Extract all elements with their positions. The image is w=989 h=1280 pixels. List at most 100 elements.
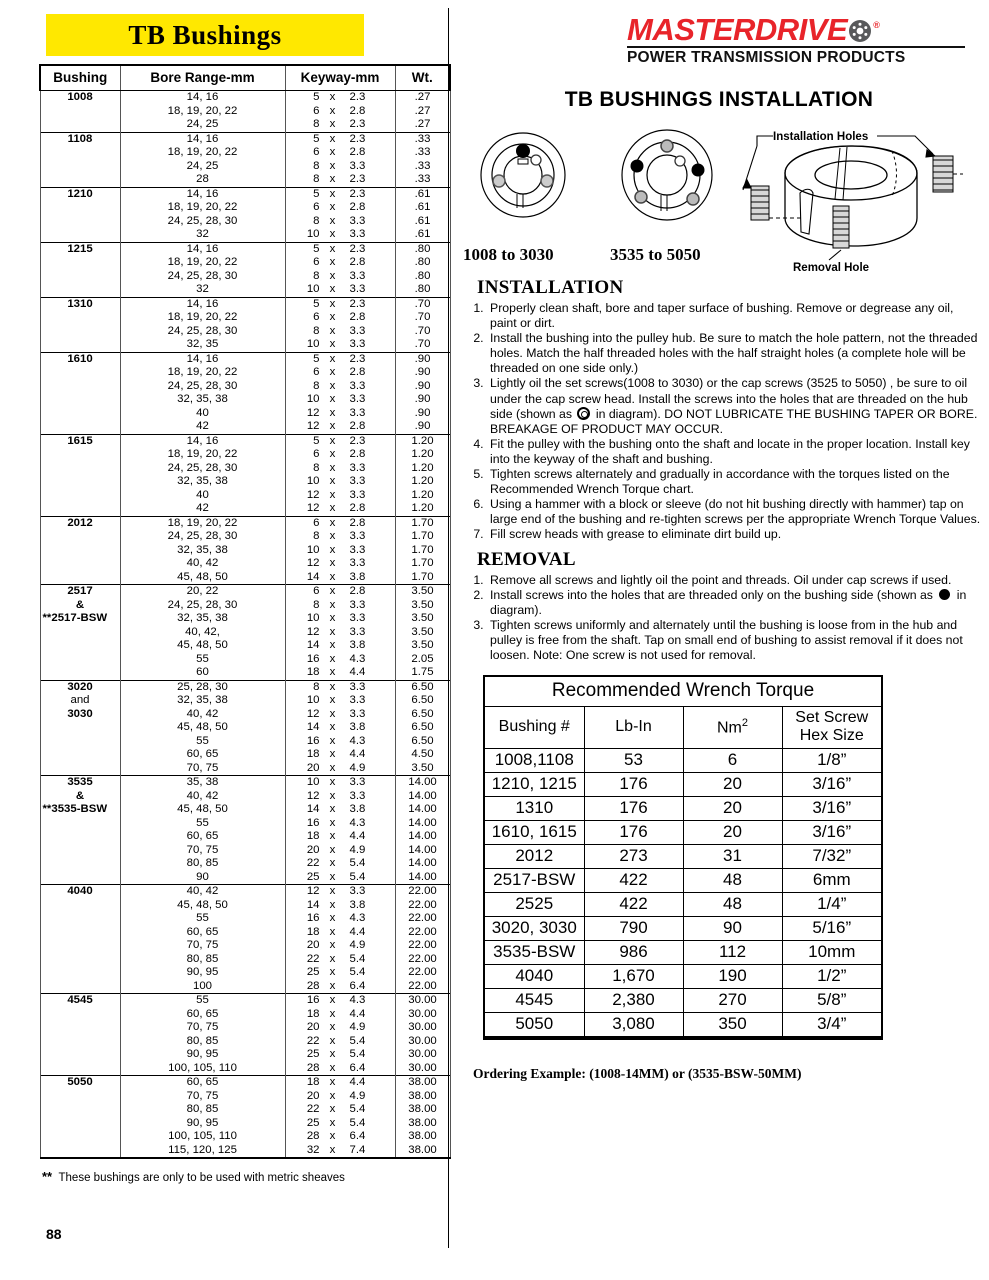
cell-weight: 14.00 [394,870,451,885]
torque-row: 2517-BSW 422 48 6mm [485,868,881,894]
hub-large-removal-hole-left [630,159,644,173]
torque-table-body: 1008,1108 53 6 1/8” 1210, 1215 176 20 3/16” 1310… [485,748,881,1039]
table-row: 70, 75 20 x 4.9 22.00 [39,939,451,953]
cell-keyway: 20 x 4.9 [284,761,396,776]
cell-bore-range: 40 [119,406,286,420]
cell-bore-range: 35, 38 [119,775,286,790]
cell-bushing: 1215 [39,241,121,256]
cell-weight: 30.00 [394,1021,451,1035]
cell-bore-range: 40, 42 [119,884,286,899]
cell-keyway: 6 x 2.8 [284,448,396,462]
table-header-row: Bushing Bore Range-mm Keyway-mm Wt. [39,64,451,91]
cell-bore-range: 55 [119,652,286,666]
cell-bushing [39,214,121,228]
cell-keyway: 5 x 2.3 [284,241,396,256]
cell-bushing [39,201,121,215]
diagram-callouts [742,135,963,261]
cell-keyway: 8 x 3.3 [284,679,396,694]
torque-cell-lbin: 422 [583,892,684,918]
cell-weight: 30.00 [394,1048,451,1062]
cell-bushing [39,104,121,118]
cell-bushing [39,1061,121,1076]
cell-keyway: 22 x 5.4 [284,1103,396,1117]
table-row: 80, 85 22 x 5.4 14.00 [39,857,451,871]
brand-logo: MASTERDRIVE ® POWER TRANSMISSION PRODUCTS [627,8,977,70]
torque-cell-hex: 3/4” [781,1012,881,1039]
cell-keyway: 25 x 5.4 [284,1116,396,1130]
cell-bushing [39,666,121,680]
cell-keyway: 6 x 2.8 [284,366,396,380]
cell-weight: 1.20 [394,475,451,489]
torque-row: 4545 2,380 270 5/8” [485,988,881,1014]
diagram-bushing-3d [784,145,918,247]
table-row: 18, 19, 20, 22 6 x 2.8.61 [39,201,451,215]
table-row: 1108 14, 16 5 x 2.3.33 [39,131,451,146]
table-row: 40 12 x 3.3.90 [39,406,451,420]
cell-bore-range: 80, 85 [119,1034,286,1048]
cell-bore-range: 18, 19, 20, 22 [119,366,286,380]
installation-title: TB BUSHINGS INSTALLATION [564,88,874,111]
cell-keyway: 18 x 4.4 [284,748,396,762]
instruction-step: Tighten screws alternately and gradually… [487,467,983,497]
table-row: 40, 42 12 x 3.3 1.70 [39,557,451,571]
cell-bushing [39,816,121,830]
table-row: 1215 14, 16 5 x 2.3.80 [39,241,451,256]
cell-keyway: 6 x 2.8 [284,104,396,118]
cell-keyway: 8 x 3.3 [284,461,396,475]
cell-bore-range: 70, 75 [119,939,286,953]
cell-weight: 3.50 [394,598,451,612]
cell-bore-range: 32, 35 [119,338,286,352]
torque-table-wrapper: Recommended Wrench Torque Bushing # Lb-I… [483,675,883,1041]
cell-weight: 38.00 [394,1130,451,1144]
cell-bushing: & [39,789,121,803]
cell-bushing [39,146,121,160]
installation-steps: Properly clean shaft, bore and taper sur… [471,301,983,543]
table-row: 32, 35, 38 10 x 3.3.90 [39,393,451,407]
cell-bore-range: 24, 25 [119,118,286,132]
cell-weight: 14.00 [394,775,451,790]
removal-heading: REMOVAL [477,548,576,570]
table-row: 60, 65 18 x 4.4 22.00 [39,925,451,939]
cell-bore-range: 24, 25 [119,159,286,173]
table-row: 3535 35, 38 10 x 3.3 14.00 [39,775,451,790]
cell-weight: 22.00 [394,898,451,912]
hub-large-open-hole [674,155,686,167]
torque-row: 2525 422 48 1/4” [485,892,881,918]
cell-bore-range: 70, 75 [119,843,286,857]
cell-keyway: 12 x 3.3 [284,884,396,899]
hub-large-hole-lower-left [634,190,648,204]
table-row: 60, 65 18 x 4.4 30.00 [39,1007,451,1021]
torque-table-head: Recommended Wrench Torque Bushing # Lb-I… [485,677,881,750]
cell-bore-range: 24, 25, 28, 30 [119,214,286,228]
cell-weight: 22.00 [394,925,451,939]
cell-bore-range: 32, 35, 38 [119,475,286,489]
cell-bore-range: 14, 16 [119,241,286,256]
torque-cell-bushing: 1310 [485,796,585,822]
torque-row: 3535-BSW 986 112 10mm [485,940,881,966]
cell-bore-range: 80, 85 [119,857,286,871]
cell-weight: .90 [394,393,451,407]
torque-col-lbin: Lb-In [583,706,684,750]
cell-weight: 30.00 [394,1061,451,1076]
cell-weight: 30.00 [394,1034,451,1048]
table-row: 55 16 x 4.3 14.00 [39,816,451,830]
table-row: 18, 19, 20, 22 6 x 2.8.33 [39,146,451,160]
table-row: 60, 65 18 x 4.4 14.00 [39,830,451,844]
cell-weight: .80 [394,283,451,297]
cell-keyway: 5 x 2.3 [284,296,396,311]
torque-cell-bushing: 3020, 3030 [485,916,585,942]
instruction-step: Properly clean shaft, bore and taper sur… [487,301,983,331]
torque-row: 4040 1,670 190 1/2” [485,964,881,990]
cell-bore-range: 55 [119,734,286,748]
table-row: 4545 55 16 x 4.3 30.00 [39,993,451,1008]
cell-weight: 1.75 [394,666,451,680]
cell-weight: .70 [394,324,451,338]
hub-small-install-hole-right [540,174,554,188]
cell-weight: 38.00 [394,1103,451,1117]
caption-large-range: 3535 to 5050 [610,245,701,264]
table-row: 45, 48, 50 14 x 3.8 3.50 [39,639,451,653]
torque-cell-nm: 20 [682,796,783,822]
cell-bushing [39,311,121,325]
torque-cell-lbin: 53 [583,748,684,774]
cell-bore-range: 14, 16 [119,90,286,105]
